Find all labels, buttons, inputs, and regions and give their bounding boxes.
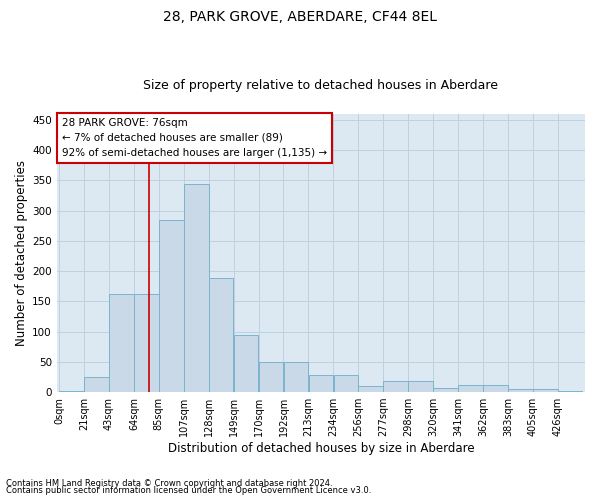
Title: Size of property relative to detached houses in Aberdare: Size of property relative to detached ho… (143, 79, 499, 92)
Bar (308, 375, 333, 392)
Text: 28, PARK GROVE, ABERDARE, CF44 8EL: 28, PARK GROVE, ABERDARE, CF44 8EL (163, 10, 437, 24)
Bar (209, 278, 233, 392)
Bar (409, 381, 433, 392)
Bar (109, 294, 134, 392)
Bar (358, 386, 383, 392)
Bar (84, 377, 109, 392)
Bar (234, 334, 259, 392)
Bar (433, 388, 458, 392)
Bar (284, 362, 308, 392)
Text: 28 PARK GROVE: 76sqm
← 7% of detached houses are smaller (89)
92% of semi-detach: 28 PARK GROVE: 76sqm ← 7% of detached ho… (62, 118, 327, 158)
Text: Contains HM Land Registry data © Crown copyright and database right 2024.: Contains HM Land Registry data © Crown c… (6, 478, 332, 488)
Bar (483, 385, 508, 392)
Bar (383, 381, 408, 392)
Bar (184, 184, 209, 392)
Bar (159, 220, 184, 392)
Bar (458, 385, 483, 392)
Bar (134, 294, 158, 392)
X-axis label: Distribution of detached houses by size in Aberdare: Distribution of detached houses by size … (167, 442, 474, 455)
Y-axis label: Number of detached properties: Number of detached properties (15, 160, 28, 346)
Text: Contains public sector information licensed under the Open Government Licence v3: Contains public sector information licen… (6, 486, 371, 495)
Bar (533, 389, 557, 392)
Bar (508, 389, 533, 392)
Bar (259, 362, 283, 392)
Bar (334, 375, 358, 392)
